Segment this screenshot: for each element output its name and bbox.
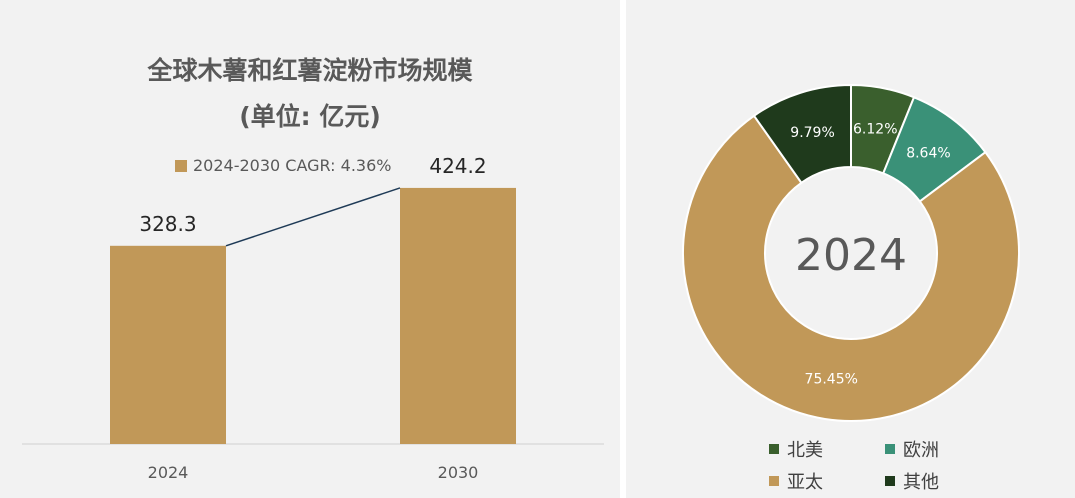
- data-label-2030: 424.2: [429, 154, 486, 178]
- legend-label-其他: 其他: [903, 472, 939, 493]
- bar-2024: [110, 245, 226, 444]
- legend-swatch-亚太: [769, 476, 779, 486]
- slice-label-亚太: 75.45%: [805, 371, 858, 387]
- chart-title: 全球木薯和红薯淀粉市场规模: [147, 56, 473, 85]
- slice-亚太: [682, 114, 1020, 422]
- bar-chart-panel: 全球木薯和红薯淀粉市场规模 (单位: 亿元) 2024-2030 CAGR: 4…: [0, 0, 620, 498]
- donut-center-label: 2024: [795, 230, 907, 281]
- data-label-2024: 328.3: [139, 212, 196, 236]
- legend-label-亚太: 亚太: [787, 472, 823, 493]
- bar-2030: [400, 187, 516, 445]
- legend-label: 2024-2030 CAGR: 4.36%: [193, 156, 392, 175]
- legend-item-欧洲: 欧洲: [885, 436, 985, 462]
- donut-legend: 北美 欧洲亚太 其他: [769, 436, 985, 494]
- slice-label-其他: 9.79%: [790, 125, 834, 141]
- slice-其他: [752, 83, 852, 185]
- bar-legend: 2024-2030 CAGR: 4.36%: [175, 156, 391, 175]
- slice-label-欧洲: 8.64%: [906, 145, 950, 161]
- x-tick-2024: 2024: [148, 463, 189, 482]
- chart-subtitle-unit: (单位: 亿元): [239, 102, 381, 131]
- legend-label-北美: 北美: [787, 440, 823, 461]
- bar-chart: 328.3 2024 424.2 2030: [22, 154, 604, 482]
- legend-swatch: [175, 159, 187, 172]
- legend-item-亚太: 亚太: [769, 468, 885, 494]
- legend-swatch-欧洲: [885, 444, 895, 454]
- legend-swatch-其他: [885, 476, 895, 486]
- legend-label-欧洲: 欧洲: [903, 440, 939, 461]
- legend-swatch-北美: [769, 444, 779, 454]
- x-tick-2030: 2030: [438, 463, 479, 482]
- slice-label-北美: 6.12%: [853, 121, 897, 137]
- legend-item-北美: 北美: [769, 436, 885, 462]
- growth-line: [225, 187, 401, 247]
- legend-item-其他: 其他: [885, 468, 985, 494]
